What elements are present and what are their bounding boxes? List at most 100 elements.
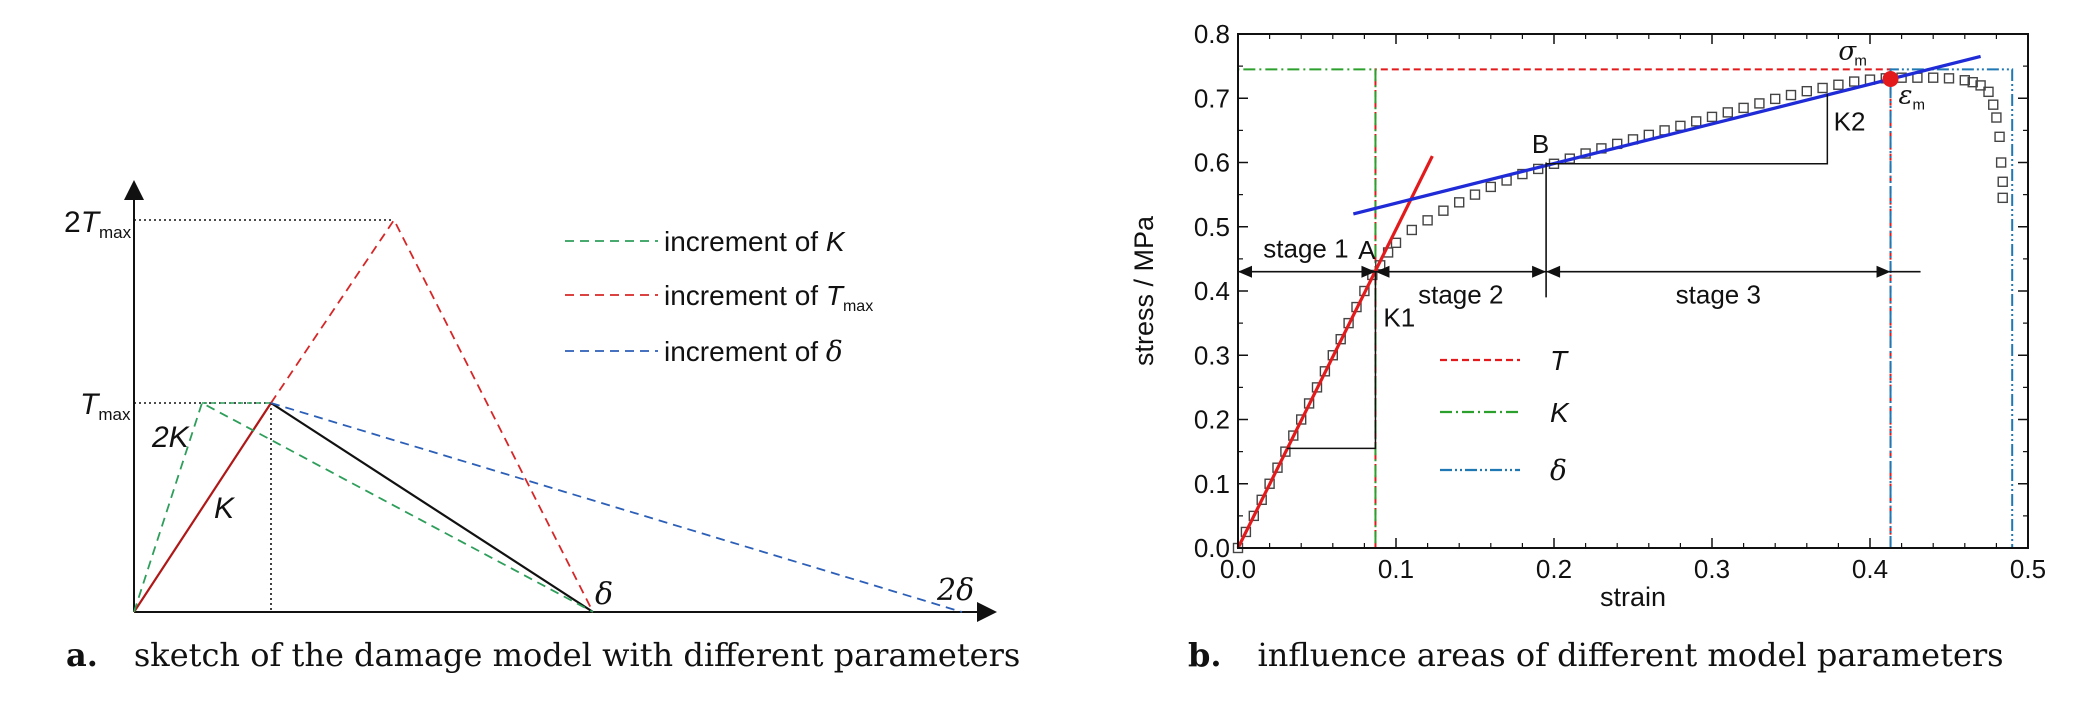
- stage-arrow-right: [1361, 265, 1376, 278]
- data-point: [1248, 510, 1260, 522]
- data-point: [1264, 478, 1275, 489]
- data-point: [1801, 85, 1813, 97]
- data-point: [1690, 116, 1702, 127]
- x-tick-label: 0.2: [1536, 554, 1572, 584]
- caption-b-letter: b.: [1188, 636, 1222, 674]
- data-point: [1422, 215, 1433, 226]
- data-point: [1722, 107, 1734, 118]
- data-point: [1975, 80, 1986, 91]
- x-axis-title: strain: [1600, 582, 1666, 612]
- point-b-label: B: [1532, 129, 1549, 159]
- panel-b-influence-areas: [1237, 68, 2014, 548]
- data-point: [1256, 494, 1267, 506]
- k1-label: K1: [1383, 302, 1415, 332]
- y-tick-label: 0.3: [1194, 340, 1230, 370]
- stage-2-label: stage 2: [1418, 280, 1503, 310]
- label-k: K: [214, 492, 236, 525]
- y-tick-label: 0.0: [1194, 533, 1230, 563]
- data-point: [1833, 79, 1844, 90]
- data-point: [1438, 205, 1449, 216]
- data-point: [1675, 120, 1686, 132]
- secondary-stiffness-line: [1352, 54, 1981, 216]
- data-point: [1991, 112, 2002, 123]
- y-tick-label: 0.2: [1194, 405, 1230, 435]
- legend-label-delta: increment of δ: [664, 335, 843, 368]
- stage-arrow-right: [1532, 265, 1547, 278]
- y-axis-title: stress / MPa: [1129, 215, 1159, 366]
- stage-arrow-right: [1876, 265, 1891, 278]
- increment-delta-curve: [270, 402, 963, 613]
- panel-b-plot-frame: [1237, 33, 2029, 549]
- data-point: [1817, 82, 1828, 94]
- data-point: [1272, 462, 1283, 473]
- y-tick-label: 0.6: [1194, 148, 1230, 178]
- legend-label-T: T: [1550, 345, 1569, 376]
- x-tick-label: 0.0: [1220, 554, 1256, 584]
- data-point: [1485, 181, 1497, 193]
- y-tick-label: 0.8: [1194, 19, 1230, 49]
- data-point: [1995, 157, 2007, 168]
- stage-arrow-left: [1238, 265, 1252, 278]
- stage-3-label: stage 3: [1676, 280, 1761, 310]
- data-point: [1997, 176, 2008, 187]
- data-point: [1469, 189, 1481, 200]
- increment-k-curve: [133, 401, 594, 613]
- data-point: [1738, 102, 1749, 114]
- stage-arrow-left: [1375, 265, 1390, 278]
- caption-a: a. sketch of the damage model with differ…: [66, 636, 1020, 674]
- caption-a-text: sketch of the damage model with differen…: [133, 636, 1021, 674]
- x-tick-label: 0.3: [1694, 554, 1730, 584]
- label-2tmax: 2Tmax: [64, 206, 132, 242]
- data-point: [1453, 197, 1465, 208]
- data-point: [1706, 111, 1718, 123]
- k2-slope-triangle: [1546, 93, 1829, 165]
- data-point: [1927, 72, 1939, 83]
- y-tick-label: 0.4: [1194, 276, 1230, 306]
- sigma-m-subscript: m: [1854, 53, 1867, 70]
- data-point: [1848, 76, 1860, 87]
- legend-label-K: K: [1550, 397, 1570, 428]
- y-tick-label: 0.1: [1194, 469, 1230, 499]
- base-loading-branch: [133, 402, 272, 613]
- panel-b-legend: TKδ: [1440, 345, 1570, 487]
- data-point: [1406, 224, 1418, 236]
- y-tick-label: 0.7: [1194, 83, 1230, 113]
- influence-area-δ: [1889, 68, 2014, 548]
- influence-area-T: [1374, 68, 1892, 548]
- caption-b-text: influence areas of different model param…: [1257, 636, 2004, 674]
- label-2k: 2K: [151, 421, 191, 454]
- y-tick-label: 0.5: [1194, 212, 1230, 242]
- data-point: [1754, 98, 1765, 109]
- influence-area-K: [1237, 68, 1377, 548]
- data-point: [1988, 99, 1999, 110]
- x-tick-label: 0.4: [1852, 554, 1888, 584]
- data-point: [1983, 86, 1994, 98]
- data-point: [1997, 192, 2008, 204]
- legend-label-δ: δ: [1550, 454, 1567, 487]
- x-tick-label: 0.1: [1378, 554, 1414, 584]
- data-point: [1967, 76, 1978, 88]
- stage-arrow-left: [1546, 265, 1561, 278]
- sigma-m-label: σ: [1838, 37, 1857, 67]
- panel-b-fit-lines: [1236, 54, 1981, 549]
- epsilon-m-label: ε: [1898, 80, 1912, 110]
- panel-a-sketch: 2Tmax Tmax 2K K δ 2δ increment of K incr…: [64, 180, 997, 622]
- data-point: [1994, 131, 2005, 143]
- legend-label-tmax: increment of Tmax: [664, 280, 873, 315]
- panel-b-data-markers: [1232, 72, 2008, 554]
- point-a-label: A: [1358, 235, 1376, 265]
- base-softening-branch: [270, 402, 594, 613]
- label-2delta: 2δ: [936, 573, 974, 608]
- k1-slope-triangle: [1286, 271, 1377, 450]
- data-point: [1943, 73, 1955, 84]
- caption-a-letter: a.: [66, 636, 98, 674]
- data-point: [1280, 446, 1291, 457]
- stage-1-label: stage 1: [1263, 234, 1348, 264]
- label-tmax: Tmax: [80, 388, 131, 424]
- initial-stiffness-line: [1236, 155, 1434, 549]
- x-tick-label: 0.5: [2010, 554, 2046, 584]
- data-point: [1769, 93, 1781, 105]
